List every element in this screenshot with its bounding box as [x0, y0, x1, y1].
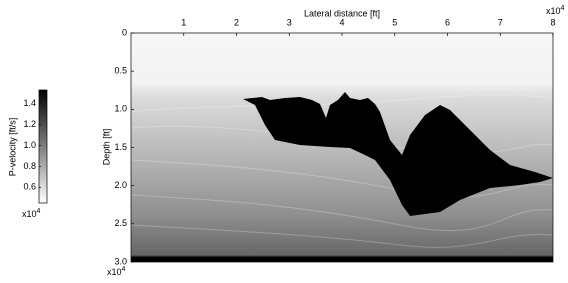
x-tick-label: 1 — [181, 17, 186, 27]
y-tick-label: 2.0 — [114, 180, 127, 190]
y-axis-label: Depth [ft] — [101, 129, 111, 166]
multiplier-base: x10 — [107, 267, 122, 277]
multiplier-power: 4 — [122, 266, 126, 273]
y-tick-label: 0.5 — [114, 66, 127, 76]
multiplier-base: x10 — [22, 209, 37, 219]
colorbar-tick-label: 1.2 — [23, 119, 36, 129]
colorbar-tick-label: 0.6 — [23, 182, 36, 192]
colorbar — [39, 90, 47, 203]
y-tick-label: 3.0 — [114, 256, 127, 266]
y-tick-label: 1.5 — [114, 142, 127, 152]
multiplier-base: x10 — [546, 6, 561, 16]
x-tick-label: 5 — [392, 17, 397, 27]
multiplier-power: 4 — [37, 208, 41, 215]
multiplier-power: 4 — [561, 5, 565, 12]
colorbar-tick-label: 1.4 — [23, 98, 36, 108]
colorbar-tick-label: 1.0 — [23, 140, 36, 150]
chart: Lateral distance [ft] Depth [ft] P-veloc… — [0, 0, 568, 283]
colorbar-tick-label: 0.8 — [23, 161, 36, 171]
colorbar-multiplier: x104 — [22, 208, 41, 220]
x-tick-label: 2 — [234, 17, 239, 27]
heatmap-image — [131, 33, 553, 262]
x-tick-label: 3 — [287, 17, 292, 27]
y-multiplier: x104 — [107, 266, 126, 278]
colorbar-label: P-velocity [ft/s] — [7, 118, 17, 177]
x-tick-label: 6 — [445, 17, 450, 27]
x-tick-label: 7 — [498, 17, 503, 27]
x-tick-label: 4 — [339, 17, 344, 27]
y-tick-label: 1.0 — [114, 104, 127, 114]
y-tick-label: 2.5 — [114, 218, 127, 228]
x-multiplier: x104 — [546, 5, 565, 17]
y-tick-label: 0 — [122, 27, 127, 37]
x-tick-label: 8 — [550, 17, 555, 27]
